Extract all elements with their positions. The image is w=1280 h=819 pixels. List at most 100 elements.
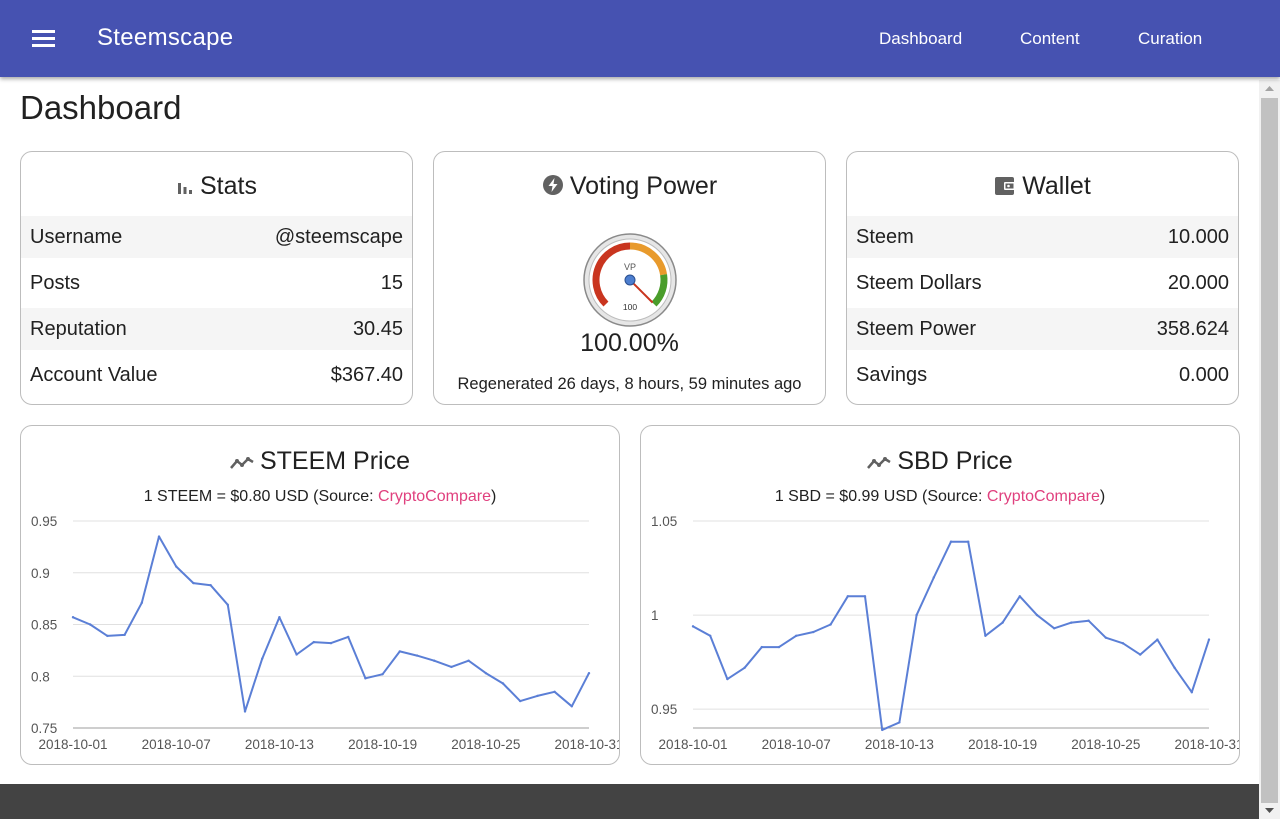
voting-power-gauge: VP 100	[583, 233, 677, 327]
steem-data-point	[89, 623, 92, 626]
sbd-data-point	[1087, 619, 1090, 622]
wallet-value: 358.624	[1156, 318, 1229, 340]
nav-dashboard[interactable]: Dashboard	[879, 29, 963, 48]
stats-value: $367.40	[330, 364, 403, 386]
sbd-y-tick-label: 0.95	[651, 702, 677, 717]
sbd-data-point	[691, 625, 695, 628]
steem-data-point	[312, 640, 315, 644]
wallet-row-steem-dollars: Steem Dollars 20.000	[847, 262, 1238, 304]
sbd-data-point	[915, 613, 918, 617]
stats-row-username: Username @steemscape	[21, 216, 412, 258]
gauge-max-label: 100	[623, 302, 637, 312]
sbd-series-line	[692, 540, 1210, 731]
sbd-data-point	[726, 677, 729, 681]
steem-data-point	[467, 659, 470, 662]
wallet-card-title: Wallet	[847, 172, 1238, 201]
steem-data-point	[175, 565, 178, 568]
wallet-label: Steem Power	[856, 318, 977, 340]
stats-card: Stats Username @steemscape Posts 15 Repu…	[20, 151, 413, 405]
app-title[interactable]: Steemscape	[97, 24, 234, 51]
scrollbar[interactable]	[1259, 80, 1280, 819]
steem-data-point	[209, 583, 212, 587]
bar-chart-icon	[178, 183, 192, 194]
sbd-data-point	[760, 645, 763, 649]
sbd-price-rate: 1 SBD = $0.99 USD (Source:	[774, 488, 987, 505]
menu-icon[interactable]	[32, 30, 55, 48]
stats-title-text: Stats	[200, 172, 257, 200]
wallet-icon	[995, 177, 1016, 195]
sbd-price-card-title: SBD Price	[641, 447, 1239, 476]
steem-y-tick-label: 0.9	[31, 566, 50, 581]
wallet-value: 20.000	[1167, 272, 1229, 294]
stats-card-title: Stats	[21, 172, 412, 201]
steem-data-point	[243, 710, 247, 713]
nav-curation[interactable]: Curation	[1138, 29, 1203, 48]
stats-row-account-value: Account Value $367.40	[21, 354, 412, 396]
steem-data-point	[261, 657, 264, 660]
sbd-x-tick-label: 2018-10-07	[762, 737, 831, 752]
trending-icon	[230, 457, 254, 469]
steem-x-tick-label: 2018-10-25	[451, 737, 520, 752]
sbd-x-tick-label: 2018-10-19	[968, 737, 1037, 752]
steem-price-card: STEEM Price 1 STEEM = $0.80 USD (Source:…	[20, 425, 620, 765]
wallet-title-text: Wallet	[1022, 172, 1091, 200]
sbd-y-tick-label: 1	[651, 608, 659, 623]
steem-source-link[interactable]: CryptoCompare	[378, 488, 491, 505]
steem-data-point	[295, 653, 298, 656]
sbd-data-point	[898, 721, 901, 724]
stats-label: Username	[30, 226, 123, 248]
sbd-price-subtitle: 1 SBD = $0.99 USD (Source: CryptoCompare…	[641, 488, 1239, 506]
steem-data-point	[364, 677, 367, 680]
scroll-thumb[interactable]	[1261, 98, 1278, 803]
sbd-data-point	[949, 540, 953, 543]
voting-power-title-text: Voting Power	[569, 172, 718, 200]
sbd-source-link[interactable]: CryptoCompare	[986, 488, 1100, 505]
steem-data-point	[519, 699, 522, 703]
steem-data-point	[553, 690, 556, 693]
steem-data-point	[278, 616, 281, 619]
steem-data-point	[484, 671, 487, 675]
sbd-data-point	[1173, 666, 1176, 669]
sbd-data-point	[967, 540, 970, 543]
steem-price-rate: 1 STEEM = $0.80 USD (Source:	[143, 488, 379, 505]
gauge-label: VP	[624, 262, 636, 272]
stats-row-reputation: Reputation 30.45	[21, 308, 412, 350]
steem-x-tick-label: 2018-10-07	[142, 737, 211, 752]
sbd-price-chart: 0.95 1 1.05 2018-10-01 2018-10-07 2018-10-13 2…	[651, 514, 1239, 752]
steem-data-point	[157, 535, 161, 538]
wallet-card: Wallet Steem 10.000 Steem Dollars 20.000…	[846, 151, 1239, 405]
steem-price-chart: 0.75 0.8 0.85 0.9 0.95 2018-10-01 2018-10-07 20…	[31, 514, 620, 752]
stats-value: @steemscape	[274, 226, 403, 248]
sbd-data-point	[932, 576, 935, 579]
steem-data-point	[501, 682, 505, 685]
steem-x-tick-label: 2018-10-19	[348, 737, 417, 752]
sbd-data-point	[846, 595, 849, 598]
scroll-down-arrow-icon[interactable]	[1259, 802, 1280, 819]
sbd-data-point	[777, 645, 781, 649]
wallet-label: Steem	[856, 226, 914, 248]
voting-power-card: Voting Power VP 100 100.00% Regenerated …	[433, 151, 826, 405]
sbd-price-card: SBD Price 1 SBD = $0.99 USD (Source: Cry…	[640, 425, 1240, 765]
wallet-row-steem: Steem 10.000	[847, 216, 1238, 258]
sbd-price-title-text: SBD Price	[897, 447, 1013, 475]
scroll-up-arrow-icon[interactable]	[1259, 80, 1280, 97]
sbd-x-tick-label: 2018-10-25	[1071, 737, 1140, 752]
sbd-data-point	[1053, 627, 1056, 630]
sbd-data-point	[1156, 638, 1159, 641]
sbd-data-point	[1190, 691, 1193, 694]
wallet-row-steem-power: Steem Power 358.624	[847, 308, 1238, 350]
sbd-data-point	[1035, 613, 1039, 617]
sbd-data-point	[1207, 638, 1211, 641]
stats-value: 15	[380, 272, 403, 294]
steem-x-tick-label: 2018-10-31	[554, 737, 620, 752]
nav-content[interactable]: Content	[1020, 29, 1080, 48]
steem-x-tick-label: 2018-10-01	[38, 737, 107, 752]
stats-value: 30.45	[352, 318, 403, 340]
steem-data-point	[398, 650, 401, 653]
lightning-icon	[542, 175, 563, 195]
sbd-data-point	[795, 634, 798, 637]
sbd-data-point	[1070, 621, 1073, 624]
sbd-data-point	[743, 666, 746, 669]
voting-power-regenerated: Regenerated 26 days, 8 hours, 59 minutes…	[457, 375, 802, 393]
sbd-data-point	[1121, 642, 1125, 645]
